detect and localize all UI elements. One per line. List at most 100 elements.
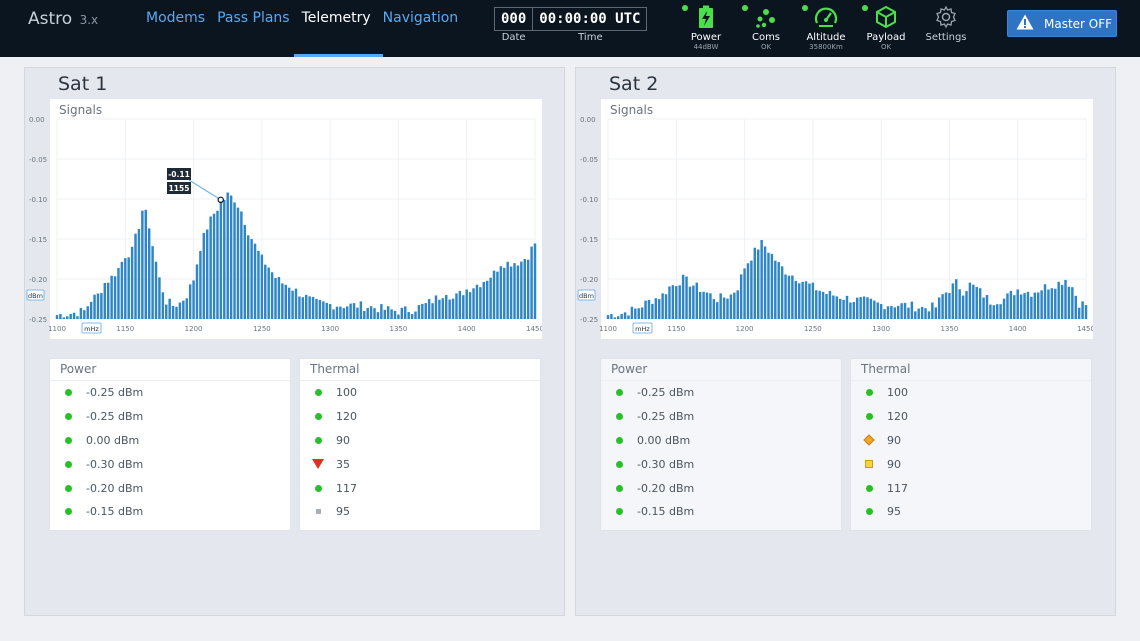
status-altitude[interactable]: Altitude 35800Km	[796, 4, 856, 51]
signal-bar	[869, 298, 873, 319]
signal-bar	[678, 285, 681, 319]
signal-bar	[305, 294, 308, 319]
signal-bar	[356, 307, 359, 319]
sat2-title: Sat 2	[609, 73, 659, 95]
signal-bar	[93, 294, 96, 319]
signal-bar	[726, 298, 729, 319]
status-coms[interactable]: Coms OK	[736, 4, 796, 51]
sat2-power-card: Power -0.25 dBm -0.25 dBm 0.00 dBm -0.30 dB…	[600, 358, 842, 531]
caution-diamond-icon	[863, 434, 875, 447]
signal-bar	[393, 310, 397, 319]
signal-bar	[1026, 291, 1030, 319]
signal-bar	[444, 295, 448, 319]
ok-dot-icon	[615, 389, 623, 397]
status-settings[interactable]: Settings	[916, 4, 976, 51]
signal-bar	[907, 307, 910, 319]
signal-bar	[342, 308, 346, 319]
tab-modems[interactable]: Modems	[146, 10, 206, 26]
signal-bar	[975, 287, 978, 319]
status-payload[interactable]: Payload OK	[856, 4, 916, 51]
status-payload-sub: OK	[880, 43, 892, 51]
signal-bar	[117, 268, 120, 319]
signal-bar	[199, 251, 202, 319]
y-unit-badge: dBm	[26, 289, 45, 301]
signal-bar	[886, 306, 890, 319]
signal-bar	[100, 293, 103, 319]
y-tick-label: -0.10	[580, 196, 598, 204]
list-item: 95	[300, 500, 540, 524]
x-tick-label: 1350	[390, 325, 408, 333]
signal-bar	[72, 312, 76, 319]
clock-date-value: 000	[494, 7, 534, 31]
signal-bar	[750, 260, 753, 319]
y-unit-badge: dBm	[577, 289, 596, 301]
list-item: 0.00 dBm	[601, 429, 841, 453]
signal-bar	[941, 294, 944, 319]
status-marker	[861, 506, 877, 518]
x-tick-label: 1300	[321, 325, 339, 333]
y-tick-label: 0.00	[580, 116, 596, 124]
signal-bar	[866, 297, 869, 319]
signal-bar	[243, 224, 247, 319]
signal-bar	[982, 297, 985, 319]
list-item: 95	[851, 500, 1091, 524]
signal-bar	[482, 281, 486, 319]
tab-navigation[interactable]: Navigation	[382, 10, 459, 26]
signal-bar	[441, 298, 445, 319]
status-power[interactable]: Power 44dBW	[676, 4, 736, 51]
ok-dot-icon	[615, 508, 623, 516]
ok-dot-icon	[64, 484, 72, 492]
signal-bar	[233, 202, 236, 319]
signal-bar	[468, 292, 472, 319]
master-off-button[interactable]: Master OFF	[1007, 10, 1117, 37]
monitoring-icons: Power 44dBW Coms OK Altitude 35800Km Pay…	[676, 4, 976, 51]
signal-bar	[1009, 290, 1013, 319]
signal-bar	[489, 277, 492, 319]
list-item-value: 0.00 dBm	[637, 433, 691, 447]
signal-bar	[287, 287, 291, 319]
signal-bar	[838, 298, 842, 319]
signal-bar	[804, 281, 808, 319]
signal-bar	[722, 297, 726, 319]
signal-bar	[383, 309, 387, 319]
signal-bar	[896, 305, 900, 319]
signal-bar	[66, 316, 69, 319]
signal-bar	[380, 304, 383, 319]
list-item-value: -0.25 dBm	[637, 386, 695, 400]
signal-bar	[124, 258, 127, 319]
y-unit-badge-box	[577, 289, 596, 301]
signal-bar	[229, 195, 233, 319]
signal-bar	[1071, 287, 1074, 319]
signal-bar	[821, 291, 825, 319]
signal-bar	[462, 295, 465, 319]
status-settings-label: Settings	[925, 32, 967, 43]
signal-bar	[961, 295, 965, 319]
x-tick-label: 1200	[736, 325, 754, 333]
signal-bar	[920, 306, 924, 319]
signal-bar	[485, 280, 489, 319]
signal-bar	[69, 313, 72, 319]
list-item-value: 90	[887, 433, 901, 447]
list-item-value: -0.25 dBm	[637, 410, 695, 424]
tab-pass-plans[interactable]: Pass Plans	[217, 10, 290, 26]
chart-title: Signals	[59, 103, 103, 117]
signal-bar	[134, 233, 137, 319]
signal-bar	[1067, 286, 1071, 319]
status-marker	[60, 482, 76, 494]
master-off-label: Master OFF	[1044, 16, 1113, 31]
status-marker	[611, 434, 627, 446]
list-item: 90	[300, 429, 540, 453]
x-tick-label: 1450	[526, 325, 542, 333]
list-item-value: 90	[887, 457, 901, 471]
tooltip-value: -0.11	[168, 170, 190, 179]
y-tick-label: -0.25	[29, 316, 47, 324]
y-tick-label: -0.05	[580, 156, 598, 164]
list-item: 0.00 dBm	[50, 429, 290, 453]
x-tick-label: 1250	[253, 325, 271, 333]
status-marker	[310, 458, 326, 470]
signal-bar	[427, 299, 431, 319]
signal-bar	[216, 210, 219, 319]
tab-telemetry[interactable]: Telemetry	[293, 10, 383, 57]
